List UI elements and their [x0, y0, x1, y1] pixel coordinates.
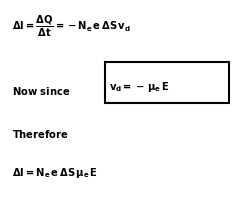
Text: $\mathbf{Now\ since}$: $\mathbf{Now\ since}$ — [12, 85, 70, 97]
Text: $\mathbf{v_d = -\,\mu_e\, E}$: $\mathbf{v_d = -\,\mu_e\, E}$ — [109, 80, 169, 94]
FancyBboxPatch shape — [105, 63, 229, 103]
Text: $\mathbf{\Delta I = N_e\, e\, \Delta S\, \mu_e\, E}$: $\mathbf{\Delta I = N_e\, e\, \Delta S\,… — [12, 166, 98, 180]
Text: $\mathbf{\Delta I = \dfrac{\Delta Q}{\Delta t} = -N_e\, e\, \Delta S\, v_d}$: $\mathbf{\Delta I = \dfrac{\Delta Q}{\De… — [12, 14, 131, 39]
Text: $\mathbf{Therefore}$: $\mathbf{Therefore}$ — [12, 127, 69, 139]
